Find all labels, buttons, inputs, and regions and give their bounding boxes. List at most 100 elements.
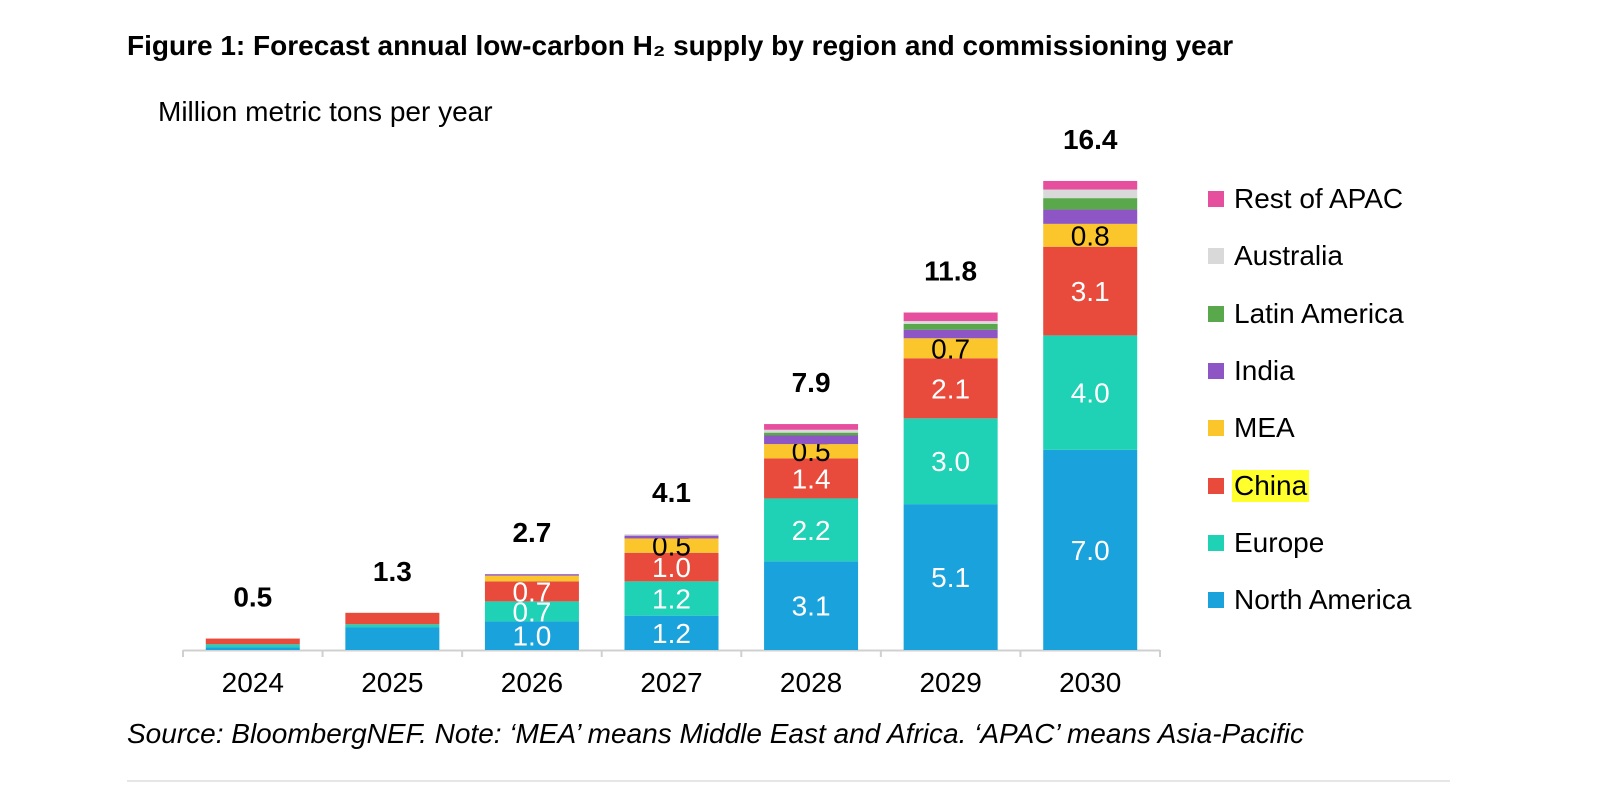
bar-segment-europe <box>345 624 440 628</box>
data-label: 3.0 <box>931 446 970 477</box>
divider <box>127 780 1450 782</box>
legend-item-north-america: North America <box>1208 584 1413 616</box>
x-tick-label: 2025 <box>361 667 423 698</box>
bar-segment-europe <box>484 601 579 622</box>
bar-segment-china <box>484 581 579 602</box>
legend-label: MEA <box>1234 412 1295 444</box>
data-label: 1.2 <box>652 584 691 615</box>
bar-segment-china <box>764 458 859 499</box>
total-label: 4.1 <box>652 477 691 508</box>
data-label: 1.2 <box>652 618 691 649</box>
data-label: 5.1 <box>931 562 970 593</box>
legend-swatch <box>1208 305 1224 322</box>
legend-item-latin-america: Latin America <box>1208 298 1406 330</box>
bar-segment-north-america <box>484 621 579 650</box>
bar-segment-china <box>1043 246 1138 336</box>
x-tick-label: 2030 <box>1059 667 1121 698</box>
x-tick-label: 2026 <box>501 667 563 698</box>
data-label: 2.2 <box>792 515 831 546</box>
bar-segment-latin-america <box>764 432 859 436</box>
bar-segment-mea <box>484 575 579 582</box>
legend-swatch <box>1208 592 1224 609</box>
legend-swatch <box>1208 248 1224 265</box>
total-label: 11.8 <box>924 256 977 287</box>
total-label: 1.3 <box>373 556 412 587</box>
bar-segment-north-america <box>345 627 440 650</box>
legend-label: North America <box>1234 584 1412 616</box>
legend-label: China <box>1232 469 1310 502</box>
legend-item-europe: Europe <box>1208 527 1326 559</box>
legend-item-australia: Australia <box>1208 240 1345 272</box>
bar-segment-australia <box>624 534 719 536</box>
bar-segment-australia <box>903 321 998 324</box>
data-label: 0.7 <box>931 333 970 364</box>
bar-segment-india <box>624 535 719 539</box>
bar-segment-north-america <box>764 561 859 650</box>
bar-segment-india <box>764 435 859 445</box>
bar-segment-india <box>903 329 998 339</box>
source-note: Source: BloombergNEF. Note: ‘MEA’ means … <box>127 718 1305 749</box>
total-label: 0.5 <box>233 582 272 613</box>
total-label: 7.9 <box>792 367 831 398</box>
legend-item-china: China <box>1208 469 1310 502</box>
y-axis-unit-label: Million metric tons per year <box>158 96 493 127</box>
data-label: 4.0 <box>1071 378 1110 409</box>
data-label: 3.1 <box>792 591 831 622</box>
bar-segment-europe <box>903 418 998 505</box>
bar-segment-mea <box>764 444 859 459</box>
legend-label: India <box>1234 354 1295 386</box>
bar-segment-mea <box>1043 223 1138 247</box>
x-tick-label: 2029 <box>919 667 981 698</box>
bar-segment-mea <box>903 338 998 359</box>
bar-segment-latin-america <box>1043 198 1138 210</box>
bar-segment-australia <box>764 429 859 433</box>
legend-item-india: India <box>1208 355 1297 387</box>
bar-segment-china <box>205 638 300 645</box>
total-label: 2.7 <box>512 517 551 548</box>
bar-segment-india <box>484 574 579 576</box>
data-label: 3.1 <box>1071 276 1110 307</box>
legend-swatch <box>1208 362 1224 379</box>
bar-segment-australia <box>1043 189 1138 199</box>
legend-label: Latin America <box>1234 297 1404 329</box>
legend-swatch <box>1208 191 1224 207</box>
chart-title: Figure 1: Forecast annual low-carbon H₂ … <box>127 30 1234 61</box>
bar-segment-north-america <box>205 647 300 650</box>
bar-segment-mea <box>624 538 719 553</box>
bar-segment-north-america <box>903 504 998 650</box>
legend-swatch <box>1208 534 1224 551</box>
bar-segment-india <box>1043 209 1138 224</box>
data-label: 0.7 <box>512 576 551 607</box>
bar-segment-europe <box>205 644 300 648</box>
legend-label: Australia <box>1234 240 1343 272</box>
x-tick-label: 2028 <box>780 667 842 698</box>
x-tick-label: 2027 <box>640 667 702 698</box>
legend-item-rest-of-apac: Rest of APAC <box>1208 183 1405 215</box>
bar-segment-china <box>903 358 998 419</box>
total-label: 16.4 <box>1063 124 1118 155</box>
bar-segment-north-america <box>624 615 719 650</box>
data-label: 1.4 <box>792 463 831 494</box>
data-label: 2.1 <box>931 373 970 404</box>
bar-segment-rest-of-apac <box>764 424 859 430</box>
data-label: 1.0 <box>652 552 691 583</box>
data-label: 0.8 <box>1071 220 1110 251</box>
data-label: 7.0 <box>1071 535 1110 566</box>
bar-segment-europe <box>624 581 719 616</box>
bar-segment-china <box>345 612 440 625</box>
bar-segment-rest-of-apac <box>1043 180 1138 190</box>
data-label: 1.0 <box>512 621 551 652</box>
bar-segment-europe <box>1043 335 1138 450</box>
legend-swatch <box>1208 477 1224 494</box>
x-tick-label: 2024 <box>222 667 284 698</box>
bar-segment-rest-of-apac <box>903 312 998 322</box>
bar-segment-latin-america <box>903 323 998 330</box>
data-label: 0.7 <box>512 596 551 627</box>
legend-label: Rest of APAC <box>1234 183 1404 214</box>
bar-segment-europe <box>764 498 859 562</box>
legend-label: Europe <box>1234 526 1325 558</box>
legend-swatch <box>1208 420 1224 437</box>
legend-item-mea: MEA <box>1208 412 1297 444</box>
bar-segment-north-america <box>1043 449 1138 650</box>
